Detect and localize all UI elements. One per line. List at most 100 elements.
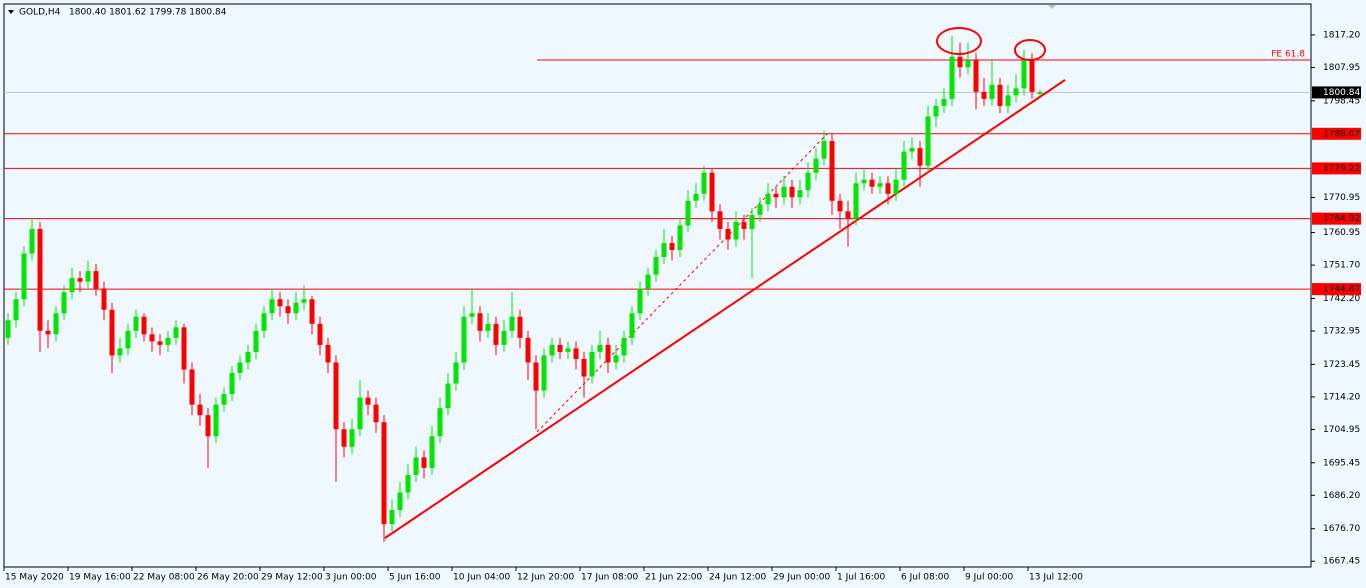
- x-tick-label: 21 Jun 22:00: [645, 573, 702, 583]
- y-tick-label: 1676.70: [1323, 524, 1360, 534]
- candle-body: [749, 214, 755, 229]
- candle-body: [637, 288, 643, 314]
- candle-body: [365, 397, 371, 405]
- candle-body: [293, 302, 299, 314]
- x-tick-label: 26 May 20:00: [197, 573, 259, 583]
- level-tag: [1312, 162, 1361, 175]
- candle-body: [117, 348, 123, 356]
- candle-body: [549, 344, 555, 356]
- x-tick-label: 3 Jun 00:00: [325, 573, 377, 583]
- x-tick-label: 9 Jul 00:00: [965, 573, 1014, 583]
- candle-body: [845, 211, 851, 219]
- candle-body: [525, 337, 531, 363]
- y-tick-label: 1807.95: [1323, 63, 1360, 73]
- candle-body: [853, 183, 859, 219]
- candle-body: [485, 323, 491, 331]
- level-label: 1764.92: [1323, 214, 1360, 224]
- highlight-circle: [936, 27, 982, 55]
- candle-body: [541, 355, 547, 391]
- y-tick-label: 1714.20: [1323, 392, 1360, 402]
- candle-body: [229, 373, 235, 395]
- candle-body: [629, 313, 635, 338]
- ohlc-label: 1800.40 1801.62 1799.78 1800.84: [69, 8, 227, 18]
- candle-body: [1013, 88, 1019, 96]
- candle-body: [533, 362, 539, 391]
- candle-body: [333, 362, 339, 430]
- last-price-label: 1800.84: [1323, 88, 1360, 98]
- x-tick-label: 10 Jun 04:00: [453, 573, 510, 583]
- level-label: 1744.87: [1323, 285, 1360, 295]
- candle-body: [405, 474, 411, 493]
- candle-body: [381, 422, 387, 525]
- fe-label: FE 61.8: [1271, 50, 1305, 60]
- candle-body: [389, 510, 395, 525]
- y-tick-label: 1695.45: [1323, 458, 1360, 468]
- x-tick-label: 24 Jun 12:00: [709, 573, 766, 583]
- candle-body: [173, 327, 179, 338]
- candle-body: [989, 84, 995, 99]
- candle-body: [877, 183, 883, 187]
- level-label: 1789.07: [1323, 129, 1360, 139]
- level-tag: [1312, 212, 1361, 225]
- candle-body: [805, 172, 811, 191]
- candle-body: [29, 228, 35, 254]
- candle-body: [149, 334, 155, 342]
- last-price-tag: [1312, 86, 1361, 99]
- candle-body: [797, 190, 803, 198]
- highlight-circle: [1014, 39, 1046, 61]
- candle-body: [245, 351, 251, 363]
- candle-body: [733, 221, 739, 240]
- candle-body: [725, 228, 731, 240]
- candle-body: [501, 330, 507, 345]
- candle-body: [669, 242, 675, 251]
- candle-body: [573, 348, 579, 359]
- candle-body: [917, 148, 923, 166]
- candle-body: [125, 330, 131, 349]
- candle-body: [581, 358, 587, 377]
- candle-body: [973, 60, 979, 92]
- candle-body: [421, 457, 427, 468]
- candle-body: [597, 344, 603, 352]
- candle-body: [701, 172, 707, 194]
- candle-body: [357, 397, 363, 430]
- candle-body: [429, 436, 435, 468]
- candle-body: [69, 278, 75, 293]
- candle-body: [685, 200, 691, 226]
- candle-body: [869, 179, 875, 187]
- candle-body: [413, 457, 419, 475]
- candle-body: [837, 200, 843, 212]
- symbol-label: GOLD,H4: [19, 8, 61, 18]
- x-tick-label: 29 Jun 00:00: [773, 573, 830, 583]
- candle-body: [37, 228, 43, 331]
- candle-body: [133, 316, 139, 331]
- x-tick-label: 29 May 12:00: [261, 573, 323, 583]
- candle-body: [717, 211, 723, 229]
- candle-body: [957, 56, 963, 68]
- candle-body: [21, 253, 27, 300]
- x-tick-label: 22 May 08:00: [133, 573, 195, 583]
- menu-arrow: [8, 10, 14, 14]
- candle-body: [453, 362, 459, 384]
- candle-body: [397, 492, 403, 511]
- candle-body: [445, 383, 451, 409]
- x-tick-label: 5 Jun 16:00: [389, 573, 441, 583]
- candle-body: [941, 98, 947, 106]
- candle-body: [829, 141, 835, 201]
- candle-body: [205, 415, 211, 437]
- y-tick-label: 1760.95: [1323, 228, 1360, 238]
- candle-body: [645, 274, 651, 289]
- candle-body: [77, 278, 83, 282]
- candle-body: [605, 344, 611, 363]
- y-tick-label: 1770.95: [1323, 193, 1360, 203]
- candle-body: [349, 429, 355, 447]
- candle-body: [277, 299, 283, 307]
- trend-line: [384, 79, 1066, 539]
- candle-body: [61, 292, 67, 314]
- candle-body: [93, 271, 99, 289]
- level-tag: [1312, 283, 1361, 296]
- candle-body: [613, 355, 619, 363]
- candle-body: [933, 105, 939, 117]
- y-tick-label: 1704.95: [1323, 425, 1360, 435]
- candle-body: [741, 221, 747, 229]
